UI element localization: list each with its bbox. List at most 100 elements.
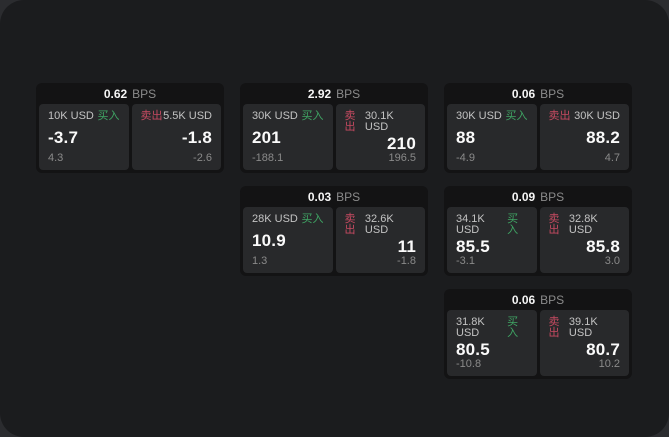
sell-panel[interactable]: 卖出 5.5K USD -1.8 -2.6 [131,104,221,170]
sell-delta: 196.5 [388,152,416,164]
sell-price: 11 [397,236,416,256]
buy-panel-top: 10K USD 买入 [48,111,120,122]
buy-panel-top: 31.8K USD 买入 [456,317,528,339]
buy-delta: -188.1 [252,152,284,164]
buy-panel-top: 30K USD 买入 [252,111,324,122]
sell-panel-top: 卖出 5.5K USD [141,111,213,122]
buy-amount: 10K USD [48,110,94,122]
buy-panel-top: 30K USD 买入 [456,111,528,122]
buy-panel[interactable]: 10K USD 买入 -3.7 4.3 [39,104,129,170]
sell-amount: 30K USD [574,110,620,122]
buy-panel[interactable]: 34.1K USD 买入 85.5 -3.1 [447,207,537,273]
bps-header: 0.62 BPS [39,83,221,104]
sell-panel-top: 卖出 30.1K USD [345,111,417,133]
sell-panel-top: 卖出 39.1K USD [549,317,621,339]
quote-panels: 30K USD 买入 88 -4.9 卖出 30K USD 88.2 4.7 [447,104,629,170]
sell-panel-top: 卖出 30K USD [549,111,621,122]
sell-price: 80.7 [586,339,620,359]
sell-tag: 卖出 [548,213,560,236]
bps-header: 0.03 BPS [243,186,425,207]
sell-amount: 32.8K USD [568,213,598,236]
bps-unit-label: BPS [540,292,565,307]
quote-card-1: 0.62 BPS 10K USD 买入 -3.7 4.3 卖出 5.5K USD [36,83,224,173]
sell-panel[interactable]: 卖出 30K USD 88.2 4.7 [539,104,629,170]
bps-header: 2.92 BPS [243,83,425,104]
sell-price: -1.8 [181,128,212,147]
quote-card-2: 2.92 BPS 30K USD 买入 201 -188.1 卖出 30.1K … [240,83,428,173]
sell-tag: 卖出 [140,110,163,122]
sell-tag: 卖出 [548,316,560,339]
buy-delta: -4.9 [456,152,475,164]
quote-cards-grid: 0.62 BPS 10K USD 买入 -3.7 4.3 卖出 5.5K USD [36,83,632,379]
sell-panel-top: 卖出 32.6K USD [345,214,417,236]
quote-card-5: 0.09 BPS 34.1K USD 买入 85.5 -3.1 卖出 32.8K… [444,186,632,276]
bps-value: 0.09 [511,189,536,204]
sell-panel[interactable]: 卖出 39.1K USD 80.7 10.2 [539,310,629,376]
quote-panels: 30K USD 买入 201 -188.1 卖出 30.1K USD 210 1… [243,104,425,170]
buy-delta: 1.3 [252,255,268,267]
sell-panel[interactable]: 卖出 30.1K USD 210 196.5 [335,104,425,170]
bps-header: 0.09 BPS [447,186,629,207]
bps-value: 0.06 [511,86,536,101]
buy-amount: 28K USD [252,213,298,225]
bps-header: 0.06 BPS [447,83,629,104]
sell-price: 88.2 [586,128,620,147]
buy-panel[interactable]: 28K USD 买入 10.9 1.3 [243,207,333,273]
sell-amount: 32.6K USD [364,213,394,236]
buy-amount: 30K USD [456,110,502,122]
sell-tag: 卖出 [344,110,356,133]
sell-delta: 10.2 [598,358,620,370]
buy-tag: 买入 [97,110,120,122]
buy-price: 10.9 [252,231,286,250]
buy-panel-top: 28K USD 买入 [252,214,324,225]
sell-panel-top: 卖出 32.8K USD [549,214,621,236]
sell-panel[interactable]: 卖出 32.8K USD 85.8 3.0 [539,207,629,273]
sell-amount: 39.1K USD [568,316,598,339]
buy-amount: 34.1K USD [456,213,485,236]
quote-card-6: 0.06 BPS 31.8K USD 买入 80.5 -10.8 卖出 39.1… [444,289,632,379]
buy-tag: 买入 [301,213,324,225]
bps-unit-label: BPS [336,189,361,204]
buy-panel[interactable]: 30K USD 买入 88 -4.9 [447,104,537,170]
buy-panel[interactable]: 30K USD 买入 201 -188.1 [243,104,333,170]
sell-price: 85.8 [586,236,620,256]
buy-price: 201 [252,128,281,147]
sell-tag: 卖出 [344,213,356,236]
sell-delta: 4.7 [604,152,620,164]
buy-price: 80.5 [456,339,490,359]
buy-delta: -10.8 [456,358,482,370]
quote-card-4: 0.03 BPS 28K USD 买入 10.9 1.3 卖出 32.6K US… [240,186,428,276]
bps-value: 0.03 [307,189,332,204]
sell-price: 210 [387,133,416,153]
buy-amount: 30K USD [252,110,298,122]
buy-price: 85.5 [456,236,490,256]
buy-tag: 买入 [507,316,519,339]
sell-amount: 5.5K USD [163,110,212,122]
buy-tag: 买入 [505,110,528,122]
buy-tag: 买入 [301,110,324,122]
bps-unit-label: BPS [132,86,157,101]
sell-delta: -2.6 [193,152,212,164]
sell-panel[interactable]: 卖出 32.6K USD 11 -1.8 [335,207,425,273]
buy-price: -3.7 [48,128,79,147]
bps-header: 0.06 BPS [447,289,629,310]
quote-panels: 31.8K USD 买入 80.5 -10.8 卖出 39.1K USD 80.… [447,310,629,376]
sell-delta: -1.8 [397,255,416,267]
bps-unit-label: BPS [336,86,361,101]
buy-delta: 4.3 [48,152,64,164]
buy-delta: -3.1 [456,255,475,267]
sell-delta: 3.0 [604,255,620,267]
sell-tag: 卖出 [548,110,571,122]
quote-card-3: 0.06 BPS 30K USD 买入 88 -4.9 卖出 30K USD [444,83,632,173]
bps-value: 2.92 [307,86,332,101]
bps-value: 0.06 [511,292,536,307]
sell-amount: 30.1K USD [364,110,394,133]
buy-panel[interactable]: 31.8K USD 买入 80.5 -10.8 [447,310,537,376]
buy-amount: 31.8K USD [456,316,485,339]
bps-unit-label: BPS [540,86,565,101]
quote-panels: 10K USD 买入 -3.7 4.3 卖出 5.5K USD -1.8 -2.… [39,104,221,170]
bps-value: 0.62 [103,86,128,101]
bps-unit-label: BPS [540,189,565,204]
quote-panels: 34.1K USD 买入 85.5 -3.1 卖出 32.8K USD 85.8… [447,207,629,273]
